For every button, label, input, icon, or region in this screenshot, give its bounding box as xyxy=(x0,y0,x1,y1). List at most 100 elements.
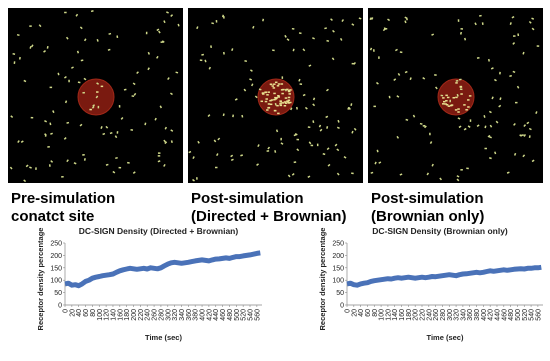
receptor xyxy=(326,147,330,151)
receptor xyxy=(442,103,445,105)
receptor xyxy=(429,132,431,136)
y-tick-label: 50 xyxy=(54,290,62,297)
receptor xyxy=(287,174,291,178)
receptor xyxy=(484,125,487,129)
receptor xyxy=(275,129,279,133)
receptor xyxy=(196,177,198,180)
receptor xyxy=(281,102,285,104)
receptor xyxy=(57,72,60,76)
x-tick-label: 200 xyxy=(413,309,420,321)
receptor xyxy=(261,92,265,95)
receptor xyxy=(274,96,277,99)
x-tick-label: 80 xyxy=(90,309,97,317)
receptor xyxy=(273,98,276,101)
receptor xyxy=(273,92,276,95)
receptor xyxy=(326,39,330,42)
receptor xyxy=(177,23,180,27)
receptor xyxy=(370,171,374,174)
receptor xyxy=(16,33,20,37)
receptor xyxy=(304,106,308,110)
receptor xyxy=(455,96,458,99)
receptor xyxy=(109,131,113,135)
receptor xyxy=(266,150,270,152)
receptor xyxy=(163,20,166,24)
receptor xyxy=(291,27,295,30)
receptor xyxy=(287,89,291,92)
receptor xyxy=(528,127,532,131)
receptor xyxy=(147,67,150,71)
receptor xyxy=(358,17,362,20)
receptor xyxy=(48,164,51,167)
receptor xyxy=(136,71,139,75)
receptor xyxy=(266,94,269,96)
receptor xyxy=(38,24,42,28)
receptor xyxy=(404,20,407,24)
x-tick-label: 340 xyxy=(179,309,186,321)
receptor xyxy=(158,30,161,34)
receptor xyxy=(170,129,174,132)
receptor xyxy=(63,137,67,140)
receptor xyxy=(188,150,192,154)
receptor xyxy=(144,122,147,126)
receptor xyxy=(442,100,446,103)
receptor xyxy=(280,142,284,145)
x-tick-label: 200 xyxy=(131,309,138,321)
receptor xyxy=(197,140,200,144)
receptor xyxy=(105,163,109,166)
receptor xyxy=(52,110,55,114)
receptor xyxy=(302,48,306,52)
x-tick-label: 300 xyxy=(165,309,172,321)
receptor xyxy=(232,114,235,118)
receptor xyxy=(201,53,205,56)
receptor xyxy=(271,85,275,87)
caption-line: Post-simulation xyxy=(191,190,304,207)
x-tick-label: 320 xyxy=(454,309,461,321)
receptor xyxy=(157,152,161,154)
receptor xyxy=(431,163,434,167)
receptor xyxy=(287,96,291,99)
receptor xyxy=(49,122,52,126)
receptor xyxy=(291,172,295,176)
receptor xyxy=(272,49,275,52)
x-tick-label: 100 xyxy=(97,309,104,321)
receptor xyxy=(463,104,466,106)
receptor xyxy=(512,42,516,45)
receptor xyxy=(43,50,46,53)
receptor xyxy=(457,19,460,22)
receptor xyxy=(452,97,456,99)
receptor xyxy=(192,156,195,160)
receptor xyxy=(330,18,333,21)
receptor xyxy=(157,155,161,157)
receptor xyxy=(31,44,34,48)
receptor xyxy=(531,17,535,20)
receptor xyxy=(293,161,297,164)
receptor xyxy=(310,144,314,147)
receptor xyxy=(528,20,532,24)
receptor xyxy=(370,17,374,21)
receptor xyxy=(254,95,258,99)
x-tick-label: 420 xyxy=(206,309,213,321)
x-tick-label: 360 xyxy=(467,309,474,321)
receptor xyxy=(292,48,295,52)
receptor xyxy=(439,177,443,181)
receptor xyxy=(12,52,16,56)
x-tick-label: 380 xyxy=(193,309,200,321)
caption-line: (Directed + Brownian) xyxy=(191,208,346,225)
receptor xyxy=(399,173,403,176)
receptor xyxy=(455,80,459,82)
receptor xyxy=(123,88,127,91)
receptor xyxy=(298,32,302,35)
x-tick-label: 80 xyxy=(372,309,379,317)
receptor xyxy=(373,105,376,108)
receptor xyxy=(489,124,493,128)
receptor xyxy=(312,103,316,107)
receptor xyxy=(170,92,173,96)
x-tick-label: 520 xyxy=(241,309,248,321)
receptor xyxy=(240,154,244,157)
receptor xyxy=(102,132,106,136)
receptor xyxy=(213,139,217,143)
receptor xyxy=(9,166,13,170)
receptor xyxy=(506,171,510,174)
receptor xyxy=(445,104,449,106)
receptor xyxy=(296,106,298,110)
